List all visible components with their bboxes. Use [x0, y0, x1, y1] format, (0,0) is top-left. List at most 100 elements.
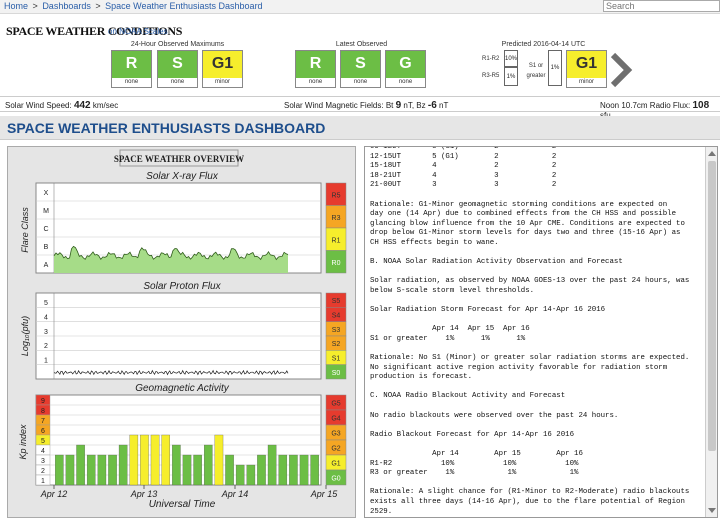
r1r2-probability[interactable]: 10% — [504, 50, 518, 67]
xray-ylabel: Flare Class — [20, 207, 30, 253]
r3r5-probability[interactable]: 1% — [504, 67, 518, 86]
forecast-line: Solar radiation, as observed by NOAA GOE… — [370, 277, 690, 286]
geo-tick-labels: 9 8 7 6 5 4 3 2 1 — [35, 394, 51, 486]
chevron-right-icon[interactable] — [609, 52, 633, 88]
r1r2-label: R1-R2 — [482, 56, 500, 62]
solar-wind-value: 442 — [73, 100, 91, 111]
scale-cell-label: R1 — [332, 237, 341, 244]
time-tick-label: Apr 13 — [130, 489, 158, 499]
observed-max-label: 24-Hour Observed Maximums — [130, 41, 225, 48]
breadcrumb-separator: > — [32, 1, 38, 11]
breadcrumb-separator: > — [95, 1, 101, 11]
kp-bar — [299, 454, 309, 486]
scale-cell-label: S1 — [332, 356, 341, 363]
search-input[interactable] — [603, 0, 720, 12]
kp-bar — [246, 464, 256, 486]
kp-bar — [289, 454, 298, 486]
kp-bar — [118, 444, 128, 486]
forecast-line: CH HSS effects begin to wane. — [370, 238, 499, 247]
kp-bar — [225, 454, 234, 486]
time-axis: Apr 12 Apr 13 Apr 14 Apr 15 — [40, 485, 339, 499]
space-weather-overview-panel[interactable]: SPACE WEATHER OVERVIEW Solar X-ray Flux … — [7, 146, 356, 518]
forecast-line: Solar Radiation Storm Forecast for Apr 1… — [370, 306, 606, 315]
breadcrumb-dashboards-link[interactable]: Dashboards — [42, 1, 91, 11]
geo-tick: 8 — [41, 408, 45, 415]
noaa-scales-link[interactable]: on NOAA Scales — [108, 27, 168, 36]
time-tick-label: Apr 12 — [40, 489, 68, 499]
kp-bar — [55, 454, 64, 486]
latest-g-scale[interactable]: G none — [385, 50, 426, 88]
mag-label: Solar Wind Magnetic Fields: Bt — [284, 101, 394, 110]
forecast-line: production is forecast. — [370, 373, 473, 382]
scroll-up-icon[interactable] — [708, 151, 716, 156]
observed-r-scale[interactable]: R none — [111, 50, 152, 88]
forecast-text-panel[interactable]: 09-12UT 5 (G1) 2 2 12-15UT 5 (G1) 2 2 15… — [364, 146, 718, 518]
forecast-line: Rationale: G1-Minor geomagnetic storming… — [370, 200, 668, 209]
scale-level: none — [296, 78, 335, 87]
scale-level: none — [341, 78, 380, 87]
radio-flux-unit: sfu — [600, 111, 611, 120]
proton-tick: 3 — [44, 329, 48, 336]
kp-bar — [140, 434, 149, 486]
latest-s-scale[interactable]: S none — [340, 50, 381, 88]
kp-bar — [310, 454, 319, 486]
radio-flux-value: 108 — [692, 100, 710, 111]
scale-cell-label: G2 — [331, 446, 340, 453]
scale-letter: R — [125, 55, 138, 72]
kp-bar — [150, 434, 160, 486]
overview-title: SPACE WEATHER OVERVIEW — [114, 154, 244, 164]
proton-s-scale-bar: S5 S4 S3 S2 S1 S0 — [325, 292, 347, 380]
radio-flux-label: Noon 10.7cm Radio Flux: — [600, 101, 691, 110]
forecast-line: C. NOAA Radio Blackout Activity and Fore… — [370, 392, 566, 401]
s1-probability[interactable]: 1% — [548, 50, 562, 86]
overview-chart: SPACE WEATHER OVERVIEW Solar X-ray Flux … — [18, 149, 347, 510]
xray-flux-line — [53, 245, 289, 261]
kp-bars — [55, 434, 319, 486]
kp-bar — [108, 454, 117, 486]
forecast-line: Rationale: A slight chance for (R1-Minor… — [370, 488, 690, 497]
forecast-line: 18-21UT 4 3 2 — [370, 171, 557, 180]
kp-bar — [267, 444, 277, 486]
time-tick-label: Apr 15 — [310, 489, 339, 499]
kp-bar — [86, 454, 96, 486]
scroll-down-icon[interactable] — [708, 508, 716, 513]
scale-cell-label: R5 — [332, 192, 341, 199]
scale-cell-label: S3 — [332, 327, 341, 334]
xray-flux-area — [54, 246, 288, 273]
scale-letter: R — [309, 55, 322, 72]
proton-tick-labels: 5 4 3 2 1 — [44, 300, 48, 364]
forecast-line: 21-00UT 3 3 2 — [370, 181, 557, 190]
kp-bar — [182, 454, 192, 486]
scale-cell-label: R3 — [332, 215, 341, 222]
scroll-thumb[interactable] — [708, 161, 716, 451]
geo-title: Geomagnetic Activity — [135, 383, 230, 394]
s1-label-line1: S1 or — [528, 63, 544, 69]
geo-tick: 6 — [41, 428, 45, 435]
scale-letter: S — [172, 55, 183, 72]
observed-s-scale[interactable]: S none — [157, 50, 198, 88]
scale-cell — [325, 364, 347, 380]
scale-cell-label: R0 — [332, 260, 341, 267]
scale-cell-label: G1 — [331, 461, 340, 468]
forecast-line: No radio blackouts were observed over th… — [370, 411, 619, 420]
proton-tick: 5 — [44, 300, 48, 307]
proton-tick: 4 — [44, 315, 48, 322]
s1-greater-label: S1 or greater — [525, 61, 547, 81]
breadcrumb-current[interactable]: Space Weather Enthusiasts Dashboard — [105, 1, 263, 11]
predicted-g-scale[interactable]: G1 minor — [566, 50, 607, 88]
xray-tick: X — [44, 190, 49, 197]
latest-r-scale[interactable]: R none — [295, 50, 336, 88]
scale-cell-label: G5 — [331, 401, 340, 408]
forecast-line: drop below G1-Minor storm levels for day… — [370, 229, 681, 238]
kp-bar — [278, 454, 288, 486]
scale-level: minor — [203, 78, 242, 87]
predicted-label: Predicted 2016-04-14 UTC — [501, 41, 586, 48]
breadcrumb-home-link[interactable]: Home — [4, 1, 29, 11]
dashboard-title: SPACE WEATHER ENTHUSIASTS DASHBOARD — [7, 120, 326, 136]
observed-g-scale[interactable]: G1 minor — [202, 50, 243, 88]
bz-value: -6 — [427, 100, 437, 111]
forecast-scrollbar[interactable] — [705, 147, 717, 517]
forecast-line: S1 or greater 1% 1% 1% — [370, 334, 526, 343]
geo-tick: 3 — [41, 458, 45, 465]
scale-cell-label: G4 — [331, 416, 340, 423]
